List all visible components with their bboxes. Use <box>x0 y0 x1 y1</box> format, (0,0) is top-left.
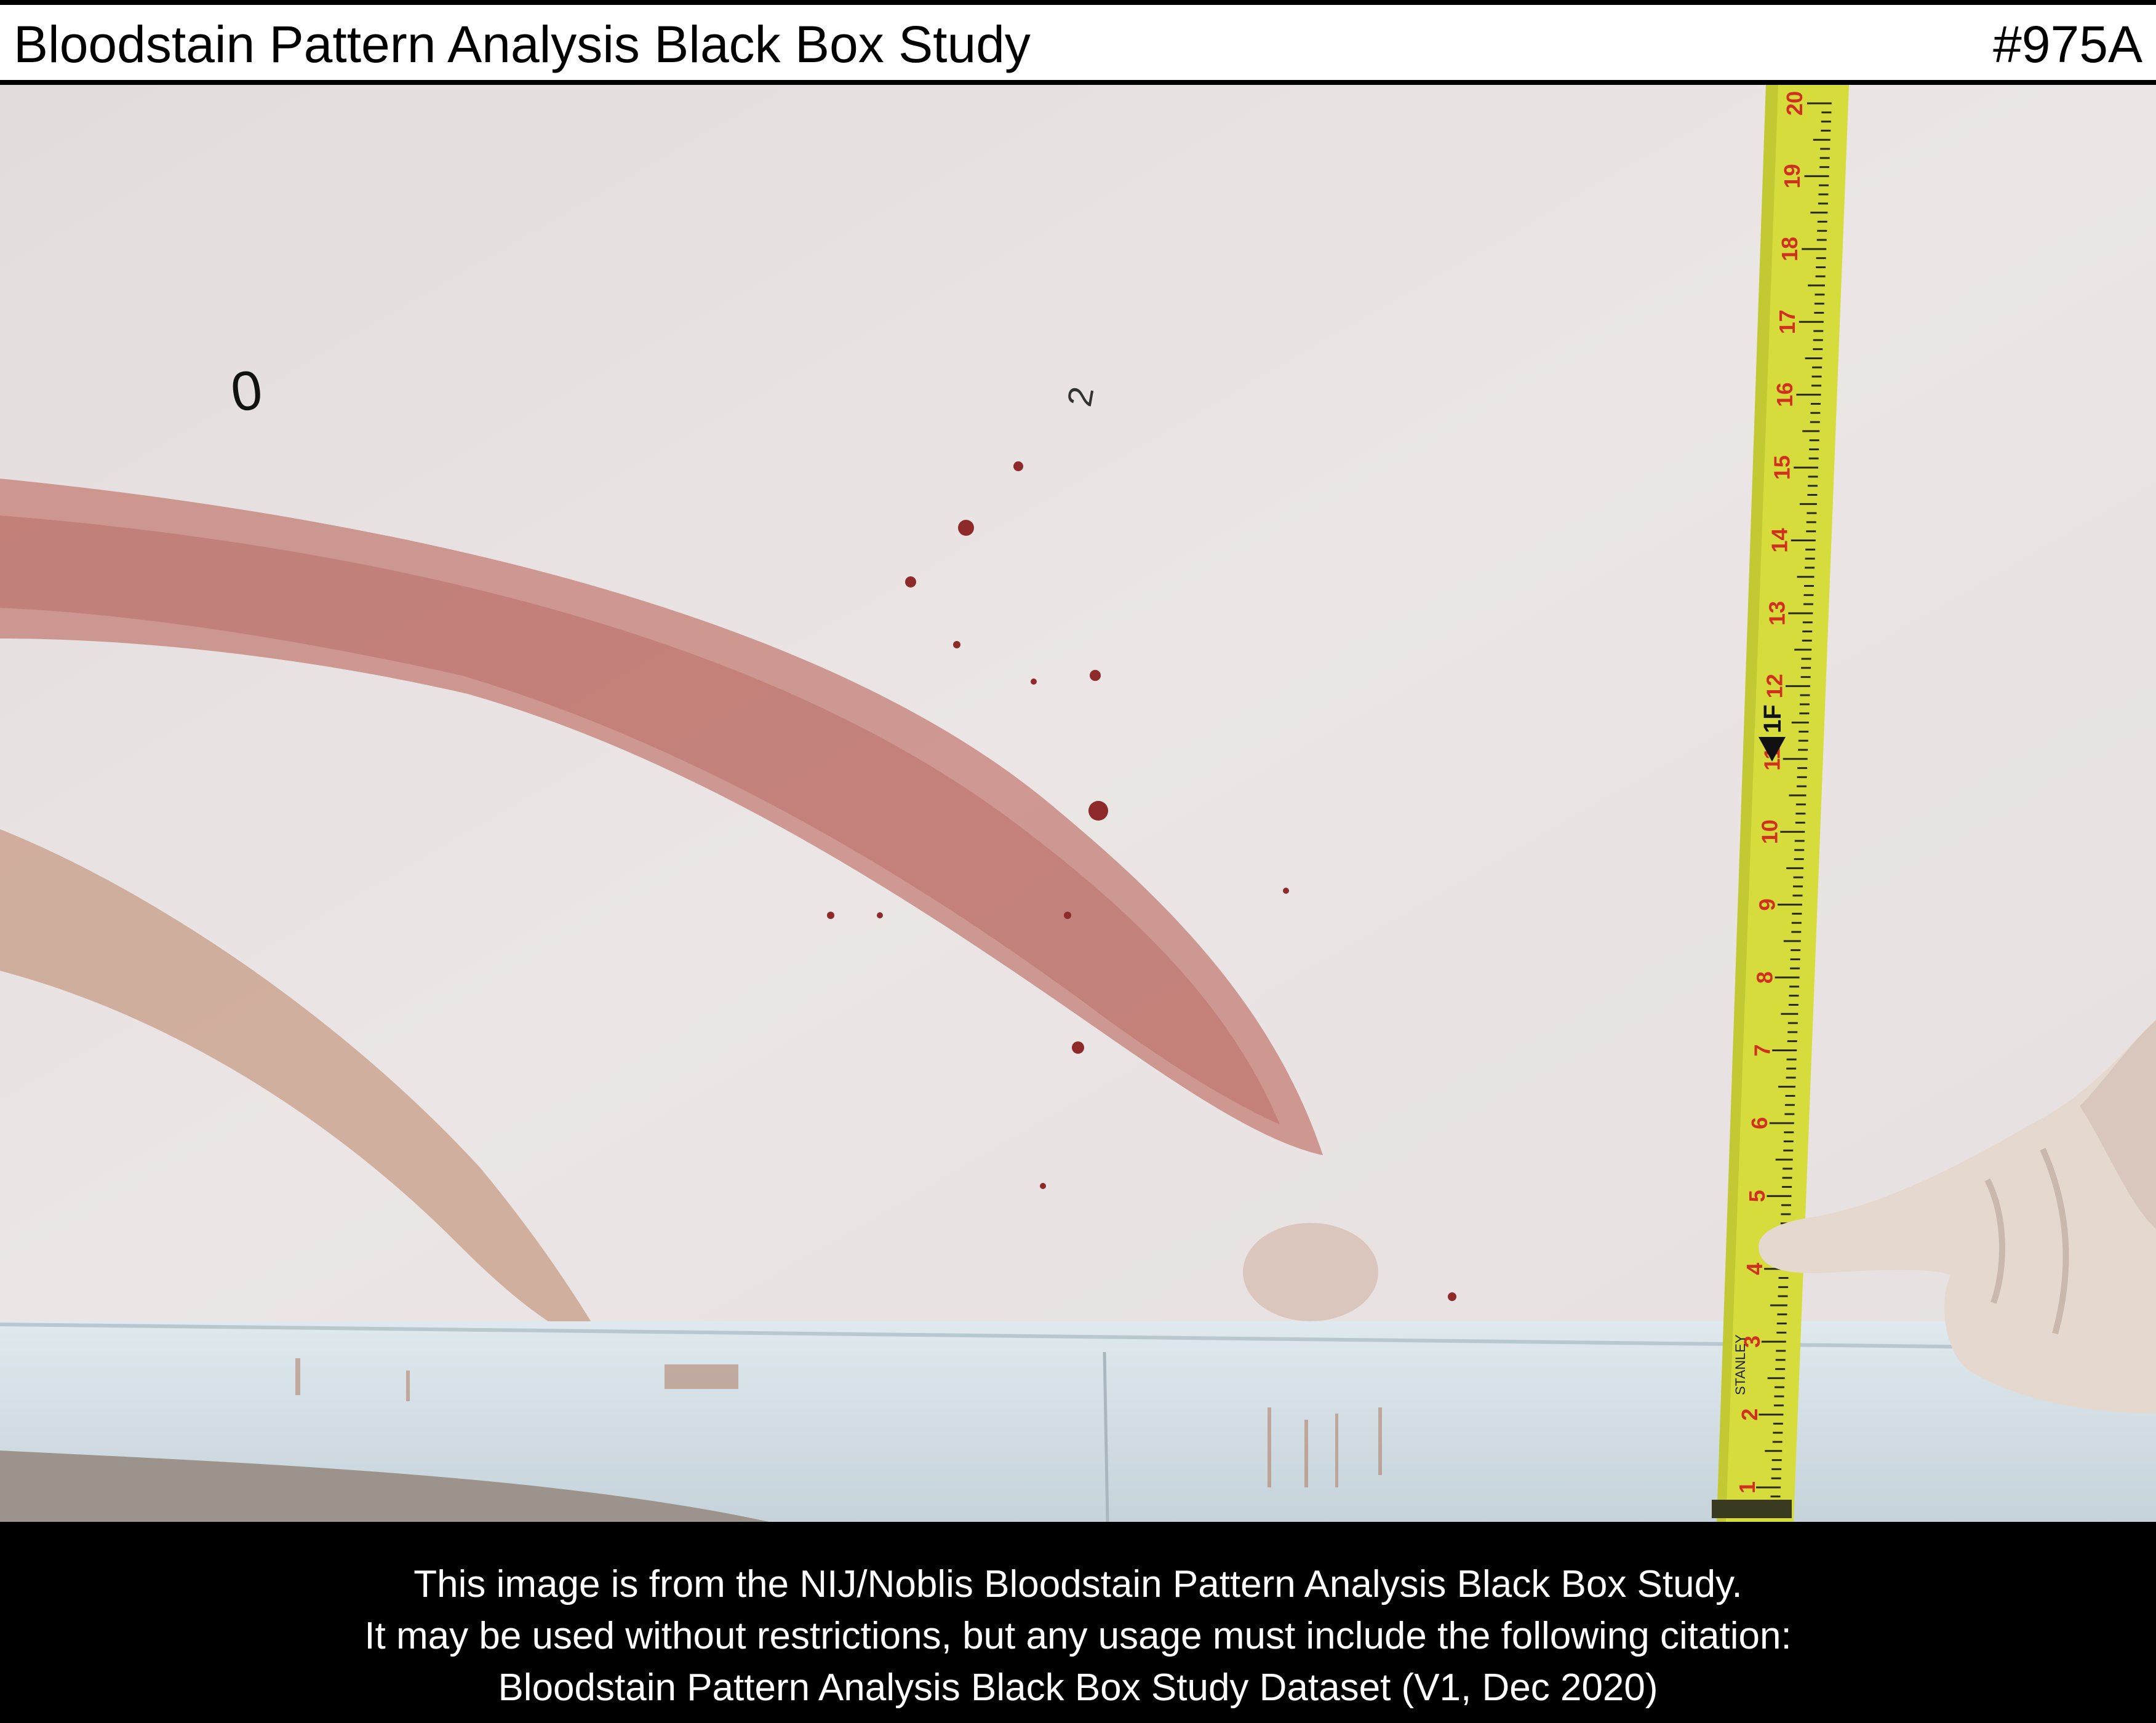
svg-text:10: 10 <box>1757 819 1782 844</box>
svg-text:1F: 1F <box>1759 704 1786 733</box>
tape-number: 17 <box>1775 309 1800 334</box>
tape-ticks <box>1756 102 1832 1498</box>
svg-text:1: 1 <box>1735 1481 1760 1494</box>
tape-number: 12 <box>1762 674 1787 698</box>
svg-text:17: 17 <box>1775 309 1800 334</box>
svg-text:19: 19 <box>1779 164 1805 188</box>
svg-text:12: 12 <box>1762 674 1787 698</box>
svg-text:14: 14 <box>1767 528 1792 553</box>
svg-text:5: 5 <box>1744 1190 1770 1202</box>
tape-number: 2 <box>1737 1409 1762 1421</box>
tape-brand: STANLEY <box>1733 1334 1748 1395</box>
tape-number: 6 <box>1747 1117 1772 1129</box>
svg-text:16: 16 <box>1772 383 1797 407</box>
svg-text:3: 3 <box>1739 1335 1765 1348</box>
carpet <box>0 1450 769 1522</box>
svg-text:8: 8 <box>1752 971 1777 984</box>
tape-number: 18 <box>1777 237 1802 261</box>
tape-number: 1 <box>1735 1481 1760 1494</box>
image-code: #975A <box>1993 15 2142 73</box>
tape-number: 14 <box>1767 528 1792 553</box>
tape-number: 9 <box>1754 899 1779 911</box>
tape-number: 3 <box>1739 1335 1765 1348</box>
svg-text:7: 7 <box>1749 1044 1775 1056</box>
upper-smear <box>0 479 1323 1155</box>
tape-number: 4 <box>1742 1263 1767 1275</box>
tape-foot-mark: 1F <box>1759 704 1786 762</box>
citation-footer: This image is from the NIJ/Noblis Bloods… <box>0 1522 2156 1723</box>
svg-text:15: 15 <box>1770 455 1795 480</box>
svg-text:18: 18 <box>1777 237 1802 261</box>
citation-line-3: Bloodstain Pattern Analysis Black Box St… <box>498 1666 1658 1709</box>
svg-text:20: 20 <box>1782 91 1807 116</box>
tape-number: 10 <box>1757 819 1782 844</box>
bloodstain-photo: 0 2 2019181716151413121110987654321 1F S… <box>0 85 2156 1522</box>
tape-measure: 2019181716151413121110987654321 1F STANL… <box>1712 85 1849 1522</box>
gloved-hand <box>1759 1020 2156 1414</box>
svg-text:6: 6 <box>1747 1117 1772 1129</box>
tape-number: 16 <box>1772 383 1797 407</box>
svg-text:STANLEY: STANLEY <box>1733 1334 1748 1395</box>
blood-drops <box>827 461 1560 1367</box>
tape-number: 20 <box>1782 91 1807 116</box>
tape-number: 5 <box>1744 1190 1770 1202</box>
svg-text:13: 13 <box>1765 601 1790 626</box>
tape-numbers: 2019181716151413121110987654321 <box>1735 91 1807 1494</box>
svg-text:2: 2 <box>1737 1409 1762 1421</box>
svg-text:9: 9 <box>1754 899 1779 911</box>
tape-number: 15 <box>1770 455 1795 480</box>
citation-line-1: This image is from the NIJ/Noblis Bloods… <box>413 1563 1743 1606</box>
svg-text:4: 4 <box>1742 1263 1767 1275</box>
tape-number: 13 <box>1765 601 1790 626</box>
tape-number: 7 <box>1749 1044 1775 1056</box>
tape-number: 19 <box>1779 164 1805 188</box>
study-title: Bloodstain Pattern Analysis Black Box St… <box>14 15 1031 73</box>
citation-line-2: It may be used without restrictions, but… <box>364 1615 1792 1657</box>
tape-number: 8 <box>1752 971 1777 984</box>
lower-smear <box>0 829 609 1352</box>
header-bar: Bloodstain Pattern Analysis Black Box St… <box>0 0 2156 85</box>
